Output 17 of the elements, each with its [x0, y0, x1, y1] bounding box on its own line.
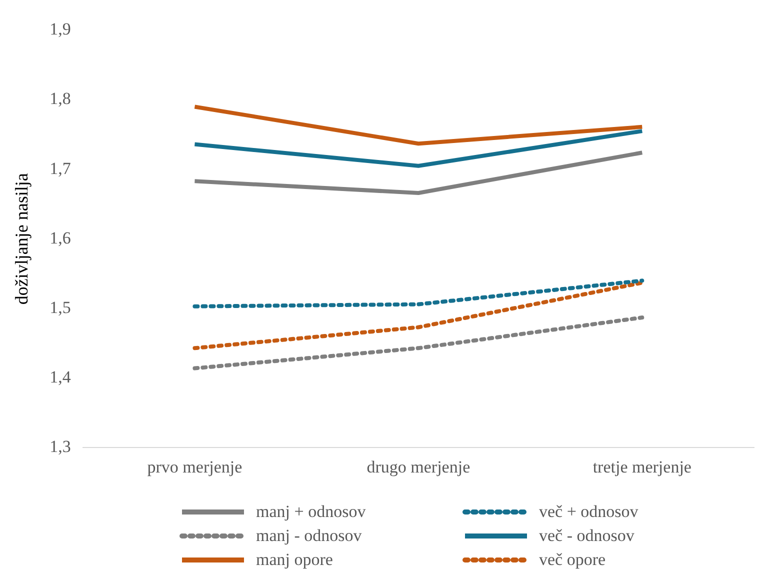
y-tick-label: 1,8 — [50, 89, 71, 108]
legend-label: manj opore — [256, 550, 333, 570]
legend-label: manj - odnosov — [256, 526, 362, 546]
y-tick-label: 1,3 — [50, 437, 71, 456]
y-tick-label: 1,4 — [50, 368, 72, 386]
x-tick-label: prvo merjenje — [147, 457, 242, 476]
x-tick-label: tretje merjenje — [592, 457, 692, 476]
legend-label: več opore — [539, 550, 606, 570]
legend-label: več - odnosov — [539, 526, 634, 546]
legend-label: več + odnosov — [539, 502, 638, 522]
y-tick-label: 1,5 — [50, 298, 71, 317]
y-tick-label: 1,6 — [50, 228, 71, 248]
x-tick-label: drugo merjenje — [366, 457, 470, 476]
y-tick-label: 1,9 — [50, 20, 71, 39]
y-tick-label: 1,7 — [50, 158, 72, 178]
legend-label: manj + odnosov — [256, 502, 366, 522]
y-axis-title: doživljanje nasilja — [12, 173, 32, 305]
